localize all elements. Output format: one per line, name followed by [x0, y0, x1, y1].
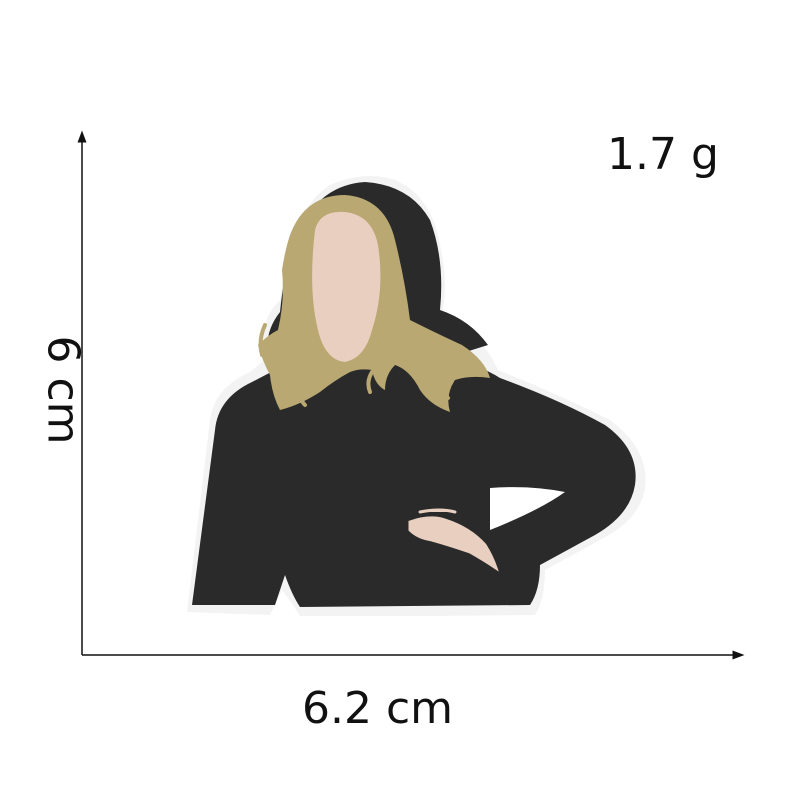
embroidered-patch [187, 176, 646, 616]
patch-black-top [192, 355, 636, 607]
weight-label: 1.7 g [607, 129, 719, 180]
height-dimension-label: 6 cm [37, 335, 89, 445]
patch-hand [408, 508, 499, 572]
patch-face [312, 211, 381, 362]
width-dimension-label: 6.2 cm [302, 683, 454, 734]
patch-hair-strands [258, 323, 450, 407]
patch-arm-gap [490, 487, 565, 530]
